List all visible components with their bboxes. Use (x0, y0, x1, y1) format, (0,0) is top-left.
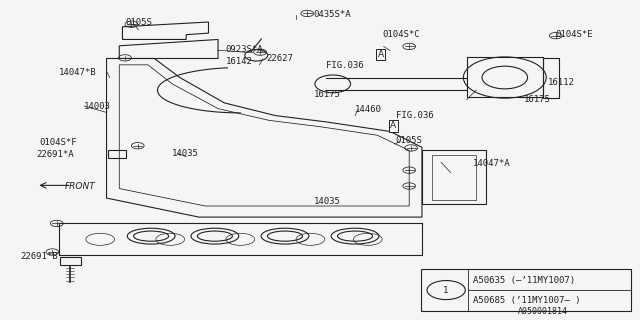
Text: 0923S*A: 0923S*A (226, 45, 263, 54)
Text: A050001814: A050001814 (518, 307, 568, 316)
Text: 16112: 16112 (548, 78, 575, 87)
Text: A50635 (–’11MY1007): A50635 (–’11MY1007) (473, 276, 575, 285)
Text: 0104S*E: 0104S*E (556, 30, 593, 39)
Text: 1: 1 (444, 285, 449, 295)
Text: 16175: 16175 (314, 91, 340, 100)
Text: 16175: 16175 (524, 95, 551, 104)
Bar (420, 269, 631, 311)
Text: 14047*B: 14047*B (59, 68, 97, 76)
Text: 14035: 14035 (172, 149, 199, 158)
Text: FIG.036: FIG.036 (396, 111, 434, 120)
Text: 0104S*F: 0104S*F (40, 138, 77, 147)
Text: 0105S: 0105S (125, 18, 152, 27)
Text: A: A (378, 50, 383, 59)
Text: 0105S: 0105S (395, 136, 422, 146)
Text: 14047*A: 14047*A (473, 159, 511, 168)
Text: 16142: 16142 (226, 57, 253, 66)
Text: 14003: 14003 (84, 101, 111, 111)
Text: 0435S*A: 0435S*A (314, 10, 351, 19)
Text: 0104S*C: 0104S*C (383, 30, 420, 39)
Text: 22627: 22627 (266, 54, 293, 63)
Text: FIG.036: FIG.036 (326, 61, 364, 70)
Text: 14035: 14035 (314, 197, 340, 206)
Text: A: A (390, 121, 396, 130)
Text: A50685 (’11MY1007– ): A50685 (’11MY1007– ) (473, 296, 580, 305)
Text: 22691*B: 22691*B (20, 252, 58, 261)
Text: 22691*A: 22691*A (36, 150, 74, 159)
Text: FRONT: FRONT (65, 182, 96, 191)
Text: 14460: 14460 (355, 105, 382, 114)
